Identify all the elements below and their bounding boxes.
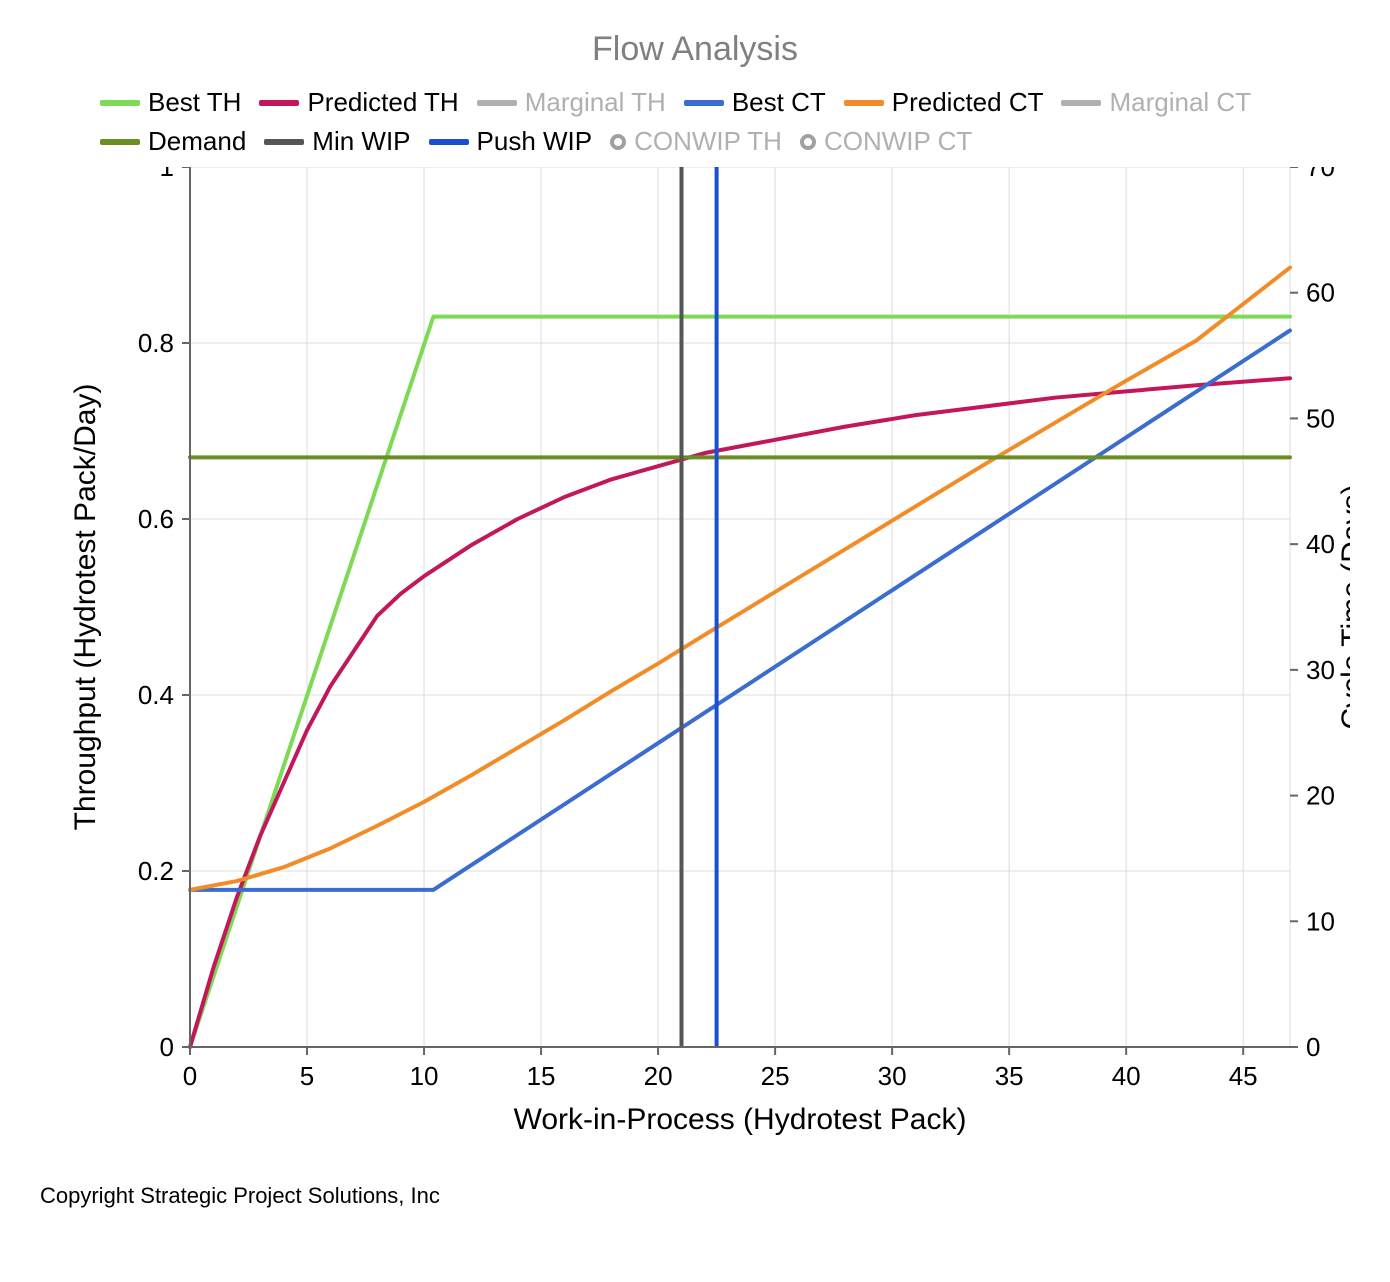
legend-item-predicted_th[interactable]: Predicted TH xyxy=(259,87,458,118)
legend-item-conwip_th[interactable]: CONWIP TH xyxy=(610,126,782,157)
legend-label: Push WIP xyxy=(477,126,593,157)
y-left-tick-label: 0.6 xyxy=(138,504,174,534)
legend-swatch xyxy=(100,139,140,145)
legend-label: CONWIP CT xyxy=(824,126,972,157)
y-left-tick-label: 1 xyxy=(160,167,174,182)
y-left-axis-label: Throughput (Hydrotest Pack/Day) xyxy=(69,384,102,831)
y-left-tick-label: 0.2 xyxy=(138,856,174,886)
legend-item-min_wip[interactable]: Min WIP xyxy=(264,126,410,157)
x-axis-label: Work-in-Process (Hydrotest Pack) xyxy=(514,1103,967,1136)
series-predicted_th xyxy=(190,378,1290,1047)
y-right-tick-label: 0 xyxy=(1306,1032,1320,1062)
x-tick-label: 15 xyxy=(527,1061,556,1091)
series-predicted_ct xyxy=(190,268,1290,890)
legend-label: Best CT xyxy=(732,87,826,118)
legend-swatch xyxy=(684,100,724,106)
legend-swatch xyxy=(800,134,816,150)
legend-item-marginal_th[interactable]: Marginal TH xyxy=(477,87,666,118)
x-tick-label: 35 xyxy=(995,1061,1024,1091)
legend-label: Demand xyxy=(148,126,246,157)
legend-label: Predicted CT xyxy=(892,87,1044,118)
legend-swatch xyxy=(477,100,517,106)
x-tick-label: 45 xyxy=(1229,1061,1258,1091)
legend-item-marginal_ct[interactable]: Marginal CT xyxy=(1061,87,1251,118)
legend-swatch xyxy=(259,100,299,106)
series-best_ct xyxy=(190,330,1290,889)
legend-label: Best TH xyxy=(148,87,241,118)
y-right-tick-label: 50 xyxy=(1306,403,1335,433)
legend-swatch xyxy=(264,139,304,145)
y-right-axis-label: Cycle Time (Days) xyxy=(1336,484,1350,729)
y-right-tick-label: 30 xyxy=(1306,655,1335,685)
legend-item-conwip_ct[interactable]: CONWIP CT xyxy=(800,126,972,157)
y-right-tick-label: 10 xyxy=(1306,906,1335,936)
flow-analysis-chart: 05101520253035404500.20.40.60.8101020304… xyxy=(40,167,1350,1177)
chart-title: Flow Analysis xyxy=(40,30,1350,69)
legend-swatch xyxy=(1061,100,1101,106)
chart-area: 05101520253035404500.20.40.60.8101020304… xyxy=(40,167,1350,1177)
x-tick-label: 0 xyxy=(183,1061,197,1091)
legend-item-best_th[interactable]: Best TH xyxy=(100,87,241,118)
y-left-tick-label: 0 xyxy=(160,1032,174,1062)
y-left-tick-label: 0.4 xyxy=(138,680,174,710)
legend-swatch xyxy=(100,100,140,106)
legend-label: Marginal CT xyxy=(1109,87,1251,118)
legend-label: Predicted TH xyxy=(307,87,458,118)
x-tick-label: 30 xyxy=(878,1061,907,1091)
x-tick-label: 25 xyxy=(761,1061,790,1091)
y-right-tick-label: 20 xyxy=(1306,781,1335,811)
legend: Best TH Predicted TH Marginal TH Best CT Pre… xyxy=(40,87,1350,167)
y-right-tick-label: 60 xyxy=(1306,278,1335,308)
legend-label: CONWIP TH xyxy=(634,126,782,157)
legend-label: Marginal TH xyxy=(525,87,666,118)
x-tick-label: 40 xyxy=(1112,1061,1141,1091)
y-left-tick-label: 0.8 xyxy=(138,328,174,358)
x-tick-label: 10 xyxy=(410,1061,439,1091)
x-tick-label: 5 xyxy=(300,1061,314,1091)
series-best_th xyxy=(190,317,1290,1047)
legend-item-demand[interactable]: Demand xyxy=(100,126,246,157)
legend-swatch xyxy=(844,100,884,106)
y-right-tick-label: 40 xyxy=(1306,529,1335,559)
legend-item-push_wip[interactable]: Push WIP xyxy=(429,126,593,157)
legend-item-predicted_ct[interactable]: Predicted CT xyxy=(844,87,1044,118)
legend-label: Min WIP xyxy=(312,126,410,157)
legend-swatch xyxy=(429,139,469,145)
legend-swatch xyxy=(610,134,626,150)
x-tick-label: 20 xyxy=(644,1061,673,1091)
y-right-tick-label: 70 xyxy=(1306,167,1335,182)
legend-item-best_ct[interactable]: Best CT xyxy=(684,87,826,118)
copyright-footer: Copyright Strategic Project Solutions, I… xyxy=(40,1183,1350,1209)
